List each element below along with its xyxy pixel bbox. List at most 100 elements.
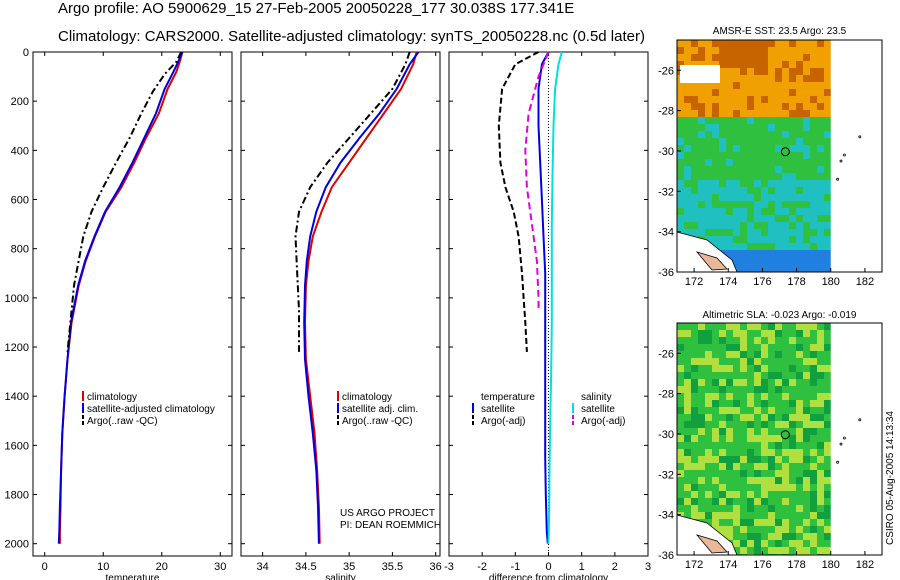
map-cell	[789, 110, 796, 117]
map-cell	[789, 61, 796, 68]
map-cell	[775, 264, 782, 271]
map-cell	[824, 208, 831, 215]
map-cell	[726, 491, 733, 498]
map-cell	[754, 344, 761, 351]
map-cell	[740, 428, 747, 435]
map-cell	[810, 337, 817, 344]
map-cell	[824, 229, 831, 236]
map-cell	[684, 365, 691, 372]
map-cell	[768, 414, 775, 421]
map-cell	[712, 138, 719, 145]
map-cell	[691, 47, 698, 54]
map-cell	[747, 484, 754, 491]
map-cell	[796, 512, 803, 519]
map-cell	[782, 117, 789, 124]
map-cell	[677, 117, 684, 124]
map-cell	[698, 491, 705, 498]
map-cell	[684, 229, 691, 236]
map-cell	[677, 194, 684, 201]
map-cell	[768, 393, 775, 400]
map-cell	[726, 110, 733, 117]
map-cell	[761, 358, 768, 365]
map-cell	[684, 456, 691, 463]
map-cell	[761, 61, 768, 68]
map-cell	[761, 173, 768, 180]
map-cell	[691, 456, 698, 463]
map-cell	[817, 103, 824, 110]
map-cell	[754, 61, 761, 68]
map-cell	[768, 463, 775, 470]
map-cell	[691, 372, 698, 379]
map-cell	[754, 40, 761, 47]
map-cell	[698, 470, 705, 477]
map-cell	[824, 138, 831, 145]
map-cell	[733, 166, 740, 173]
map-cell	[747, 201, 754, 208]
map-cell	[684, 400, 691, 407]
map-cell	[747, 124, 754, 131]
map-cell	[684, 208, 691, 215]
map-cell	[754, 463, 761, 470]
map-cell	[803, 393, 810, 400]
map-cell	[817, 400, 824, 407]
map-cell	[740, 449, 747, 456]
map-cell	[712, 166, 719, 173]
map-cell	[782, 358, 789, 365]
map-cell	[677, 421, 684, 428]
map-cell	[677, 484, 684, 491]
map-cell	[705, 358, 712, 365]
map-cell	[789, 250, 796, 257]
map-cell	[782, 264, 789, 271]
map-cell	[803, 166, 810, 173]
map-cell	[810, 201, 817, 208]
map-cell	[824, 117, 831, 124]
map-cell	[712, 187, 719, 194]
map-cell	[733, 519, 740, 526]
map-cell	[677, 61, 684, 68]
map-cell	[782, 400, 789, 407]
map-cell	[733, 257, 740, 264]
map-cell	[761, 152, 768, 159]
map-cell	[782, 456, 789, 463]
map-cell	[740, 138, 747, 145]
map-cell	[719, 337, 726, 344]
map-cell	[740, 386, 747, 393]
map-cell	[677, 407, 684, 414]
map-cell	[824, 61, 831, 68]
map-cell	[803, 386, 810, 393]
map-cell	[817, 96, 824, 103]
map-cell	[740, 323, 747, 330]
map-cell	[789, 159, 796, 166]
map-cell	[789, 124, 796, 131]
map-cell	[733, 470, 740, 477]
map-cell	[691, 194, 698, 201]
map-cell	[796, 421, 803, 428]
map-cell	[705, 491, 712, 498]
map-cell	[768, 264, 775, 271]
map-cell	[684, 477, 691, 484]
map-cell	[726, 379, 733, 386]
map-cell	[768, 330, 775, 337]
map-cell	[768, 110, 775, 117]
map-cell	[782, 393, 789, 400]
map-cell	[677, 159, 684, 166]
map-cell	[698, 442, 705, 449]
map-cell	[747, 187, 754, 194]
map-cell	[691, 173, 698, 180]
map-cell	[691, 54, 698, 61]
map-cell	[817, 358, 824, 365]
map-cell	[726, 222, 733, 229]
map-cell	[747, 358, 754, 365]
map-cell	[817, 145, 824, 152]
map-cell	[754, 82, 761, 89]
map-cell	[796, 323, 803, 330]
map-cell	[810, 330, 817, 337]
map-cell	[740, 117, 747, 124]
map-cell	[803, 124, 810, 131]
map-cell	[698, 54, 705, 61]
map-cell	[810, 407, 817, 414]
map-cell	[747, 407, 754, 414]
map-cell	[775, 96, 782, 103]
map-cell	[733, 110, 740, 117]
y-tick-label: 1800	[5, 490, 29, 502]
